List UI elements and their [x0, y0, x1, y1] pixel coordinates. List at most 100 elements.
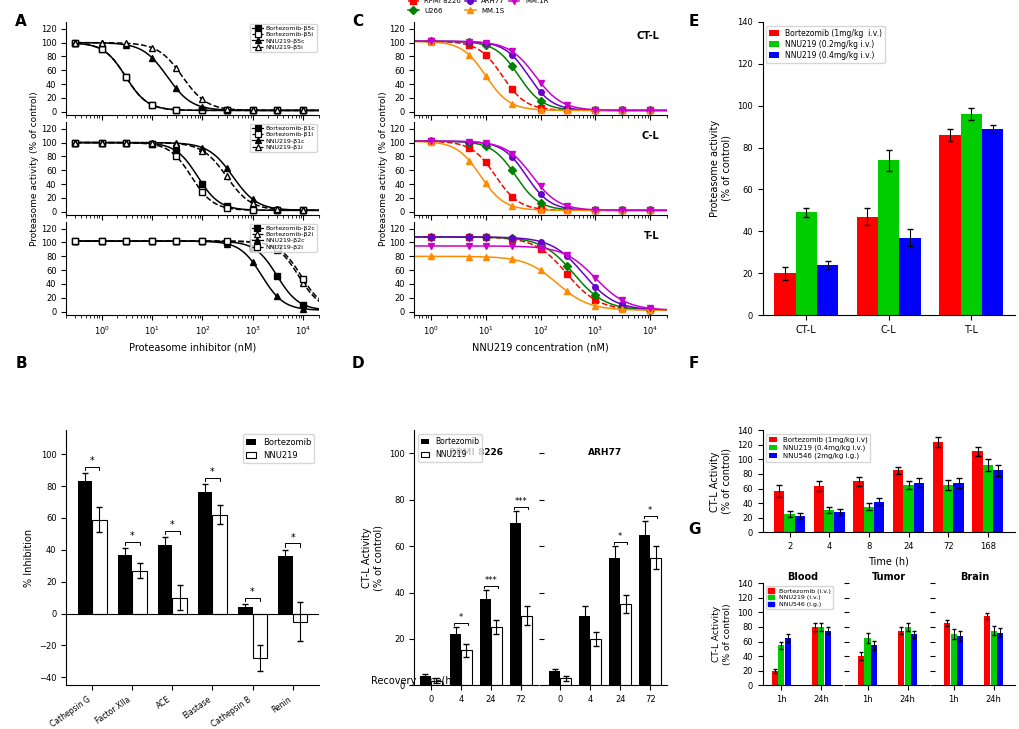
Bar [856, 217, 877, 315]
Bar [813, 486, 823, 532]
Y-axis label: Proteasome activity
(% of control): Proteasome activity (% of control) [709, 120, 731, 217]
Bar [794, 516, 804, 532]
Bar [981, 129, 1003, 315]
Bar [910, 634, 916, 685]
Bar [549, 671, 559, 685]
Bar [650, 558, 660, 685]
Bar [873, 502, 883, 532]
Bar [997, 633, 1003, 685]
Text: C-L: C-L [641, 131, 658, 141]
Bar [903, 485, 913, 532]
Bar [971, 451, 982, 532]
Legend: Bortezomib-β5c, Bortezomib-β5i, NNU219-β5c, NNU219-β5i: Bortezomib-β5c, Bortezomib-β5i, NNU219-β… [250, 24, 317, 52]
X-axis label: NNU219 concentration (nM): NNU219 concentration (nM) [472, 343, 608, 353]
Legend: Bortezomib (1mg/kg  i.v.), NNU219 (0.2mg/kg i.v.), NNU219 (0.4mg/kg i.v.): Bortezomib (1mg/kg i.v.), NNU219 (0.2mg/… [765, 26, 883, 63]
Legend: Bortezomib-β1c, Bortezomib-β1i, NNU219-β1c, NNU219-β1i: Bortezomib-β1c, Bortezomib-β1i, NNU219-β… [250, 124, 317, 152]
Bar [773, 273, 795, 315]
Bar [938, 135, 960, 315]
Text: *: * [618, 532, 622, 541]
Bar [237, 607, 253, 614]
Bar [983, 616, 989, 685]
Bar [953, 483, 963, 532]
Bar [608, 558, 620, 685]
Text: ARH77: ARH77 [588, 448, 622, 457]
Legend: Bortezomib, NNU219: Bortezomib, NNU219 [418, 434, 482, 462]
Bar [893, 470, 903, 532]
Title: Brain: Brain [960, 572, 988, 582]
Bar [278, 556, 292, 614]
Text: C: C [352, 14, 363, 28]
Text: *: * [459, 613, 463, 622]
Bar [864, 638, 869, 685]
Y-axis label: % Inhibition: % Inhibition [23, 529, 34, 587]
Text: G: G [688, 522, 700, 537]
Y-axis label: CT-L Activity
(% of control): CT-L Activity (% of control) [362, 525, 383, 590]
Bar [834, 512, 844, 532]
Y-axis label: Proteasome activity (% of control): Proteasome activity (% of control) [31, 91, 40, 246]
Bar [92, 520, 107, 614]
Bar [932, 442, 943, 532]
Bar [993, 470, 1003, 532]
Text: ***: *** [515, 497, 527, 506]
Bar [784, 638, 790, 685]
Text: *: * [290, 533, 294, 542]
Text: E: E [688, 14, 698, 28]
Bar [943, 485, 953, 532]
Bar [863, 507, 873, 532]
Legend: Bortezomib (1mg/kg i.v), NNU219 (0.4mg/kg i.v.), NNU546 (2mg/kg i.g.): Bortezomib (1mg/kg i.v), NNU219 (0.4mg/k… [765, 434, 869, 462]
Bar [897, 631, 903, 685]
Bar [449, 634, 461, 685]
Text: *: * [90, 456, 95, 466]
X-axis label: Time (h): Time (h) [867, 556, 908, 566]
Bar [944, 623, 950, 685]
Text: F: F [688, 356, 698, 371]
Text: Recovery time(h): Recovery time(h) [371, 676, 454, 686]
Text: RPMI 8226: RPMI 8226 [448, 448, 502, 457]
Bar [292, 614, 307, 622]
Bar [824, 631, 830, 685]
Legend: Bortezomib (i.v.), NNU219 (i.v.), NNU546 (i.g.): Bortezomib (i.v.), NNU219 (i.v.), NNU546… [765, 586, 832, 609]
Title: Tumor: Tumor [871, 572, 905, 582]
Text: CT-L: CT-L [636, 31, 658, 42]
Bar [480, 599, 490, 685]
Legend: Bortezomib, NNU219: Bortezomib, NNU219 [243, 434, 314, 463]
Text: A: A [15, 14, 28, 28]
Text: B: B [15, 356, 26, 371]
Bar [158, 545, 172, 614]
Y-axis label: CT-L Activity
(% of control): CT-L Activity (% of control) [711, 604, 731, 665]
Text: *: * [647, 507, 652, 515]
Text: D: D [352, 356, 364, 371]
Bar [957, 636, 963, 685]
Bar [795, 212, 816, 315]
Bar [784, 514, 794, 532]
Text: *: * [250, 587, 255, 597]
Bar [817, 627, 823, 685]
Text: *: * [210, 467, 215, 477]
Bar [253, 614, 267, 658]
Bar [773, 491, 784, 532]
Text: ***: *** [484, 576, 497, 585]
Legend: RPMI 8226, U266, ARH77, MM.1S, MM.1R: RPMI 8226, U266, ARH77, MM.1S, MM.1R [405, 0, 550, 17]
Text: *: * [170, 520, 174, 530]
Bar [870, 645, 876, 685]
Text: *: * [129, 531, 135, 541]
Bar [132, 571, 147, 614]
Title: Blood: Blood [787, 572, 817, 582]
X-axis label: Proteasome inhibitor (nM): Proteasome inhibitor (nM) [128, 343, 256, 353]
Text: T-L: T-L [643, 231, 658, 241]
Bar [913, 483, 923, 532]
Legend: Bortezomib-β2c, Bortezomib-β2i, NNU219-β2c, NNU219-β2i: Bortezomib-β2c, Bortezomib-β2i, NNU219-β… [250, 224, 317, 252]
Bar [777, 645, 784, 685]
Bar [590, 639, 600, 685]
Bar [77, 481, 92, 614]
Bar [950, 634, 956, 685]
Bar [430, 681, 441, 685]
Bar [118, 555, 132, 614]
Bar [877, 160, 899, 315]
Bar [899, 238, 920, 315]
Bar [420, 676, 430, 685]
Bar [559, 678, 571, 685]
Y-axis label: Proteasome activity (% of control): Proteasome activity (% of control) [378, 91, 387, 246]
Y-axis label: CT-L Activity
(% of control): CT-L Activity (% of control) [709, 448, 731, 514]
Bar [639, 534, 650, 685]
